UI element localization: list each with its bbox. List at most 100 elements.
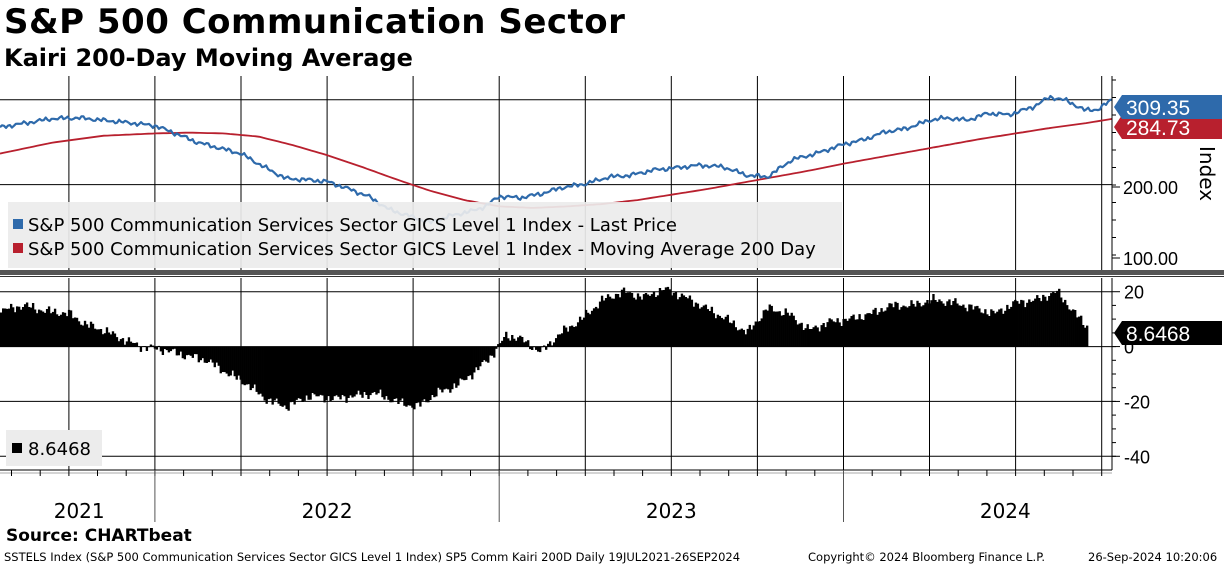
- kairi-bar: [896, 302, 899, 347]
- kairi-bar: [754, 321, 757, 347]
- kairi-bar: [814, 325, 817, 347]
- kairi-bar: [952, 301, 955, 347]
- kairi-bar: [656, 295, 660, 347]
- kairi-bar: [21, 307, 25, 347]
- kairi-bar: [844, 318, 847, 347]
- kairi-bar: [910, 300, 913, 347]
- kairi-bar: [279, 346, 282, 406]
- kairi-bar: [181, 346, 185, 359]
- kairi-bar: [207, 346, 210, 363]
- kairi-bar: [245, 346, 248, 385]
- kairi-bar: [233, 346, 236, 377]
- kairi-bar: [718, 315, 722, 347]
- kairi-bar: [834, 322, 837, 347]
- kairi-bar: [826, 322, 829, 347]
- kairi-bar: [898, 309, 901, 347]
- kairi-bar: [818, 331, 821, 347]
- kairi-bar: [29, 307, 33, 347]
- kairi-bar: [550, 345, 554, 347]
- kairi-bar: [267, 346, 270, 400]
- kairi-bar: [485, 346, 488, 362]
- kairi-bar: [998, 309, 1001, 347]
- kairi-bar: [521, 337, 524, 347]
- kairi-bar: [269, 346, 272, 399]
- kairi-bar: [664, 287, 668, 347]
- x-year-label: 2023: [646, 499, 697, 523]
- kairi-bar: [1014, 299, 1017, 347]
- kairi-bar: [489, 346, 492, 356]
- upper-legend-box: [8, 202, 842, 268]
- kairi-bar: [854, 319, 857, 347]
- kairi-bar: [1044, 296, 1047, 347]
- source-note: Source: CHARTbeat: [6, 526, 192, 546]
- kairi-bar: [924, 302, 927, 347]
- kairi-bar: [539, 346, 542, 353]
- kairi-bar: [756, 321, 759, 347]
- kairi-bar: [15, 306, 19, 347]
- kairi-bar: [888, 303, 891, 347]
- kairi-bar: [359, 346, 362, 395]
- kairi-bar: [576, 322, 580, 347]
- kairi-bar: [63, 312, 67, 347]
- kairi-bar: [97, 329, 101, 347]
- kairi-bar: [363, 346, 366, 392]
- kairi-bar: [1020, 299, 1023, 347]
- moving-average-line: [0, 118, 1113, 209]
- kairi-bar: [1080, 315, 1083, 347]
- kairi-bar: [650, 294, 654, 347]
- kairi-bar: [992, 310, 995, 347]
- kairi-bar: [644, 293, 648, 347]
- kairi-bar: [568, 326, 572, 347]
- kairi-bar: [495, 346, 498, 349]
- kairi-bar: [77, 321, 81, 347]
- kairi-bar: [750, 329, 753, 347]
- kairi-bar: [235, 346, 238, 380]
- kairi-bar: [828, 318, 831, 347]
- kairi-bar: [101, 334, 105, 347]
- kairi-bar: [329, 346, 332, 402]
- kairi-bar: [535, 346, 538, 350]
- kairi-bar: [710, 306, 714, 347]
- kairi-bar: [850, 316, 853, 347]
- kairi-bar: [349, 346, 352, 396]
- kairi-bar: [223, 346, 226, 373]
- kairi-bar: [608, 296, 612, 347]
- kairi-bar: [804, 328, 807, 347]
- kairi-bar: [433, 346, 436, 398]
- kairi-bar: [171, 346, 175, 350]
- footer-copyright: Copyright© 2024 Bloomberg Finance L.P.: [808, 550, 1045, 564]
- kairi-bar: [880, 308, 883, 347]
- kairi-bar: [626, 292, 630, 347]
- kairi-bar: [892, 307, 895, 347]
- panel-separator: [0, 270, 1224, 275]
- kairi-bar: [1018, 303, 1021, 347]
- legend-label-price: S&P 500 Communication Services Sector GI…: [28, 215, 677, 236]
- kairi-bar: [415, 346, 418, 404]
- kairi-bar: [541, 346, 544, 348]
- kairi-bar: [127, 337, 131, 347]
- kairi-bar: [914, 306, 917, 347]
- kairi-bar: [662, 290, 666, 347]
- kairi-bar: [560, 333, 564, 347]
- kairi-bar: [1054, 293, 1057, 347]
- kairi-bar: [554, 338, 558, 347]
- kairi-bar: [646, 294, 650, 347]
- kairi-bar: [145, 346, 149, 351]
- kairi-bar: [882, 311, 885, 347]
- kairi-bar: [215, 346, 218, 363]
- kairi-bar: [698, 308, 702, 347]
- kairi-bar: [1084, 327, 1087, 347]
- kairi-bar: [379, 346, 382, 390]
- kairi-bar: [303, 346, 306, 401]
- ma-last-value: 284.73: [1126, 117, 1190, 140]
- kairi-bar: [3, 308, 7, 347]
- kairi-bar: [183, 346, 187, 360]
- kairi-bar: [83, 320, 87, 347]
- kairi-bar: [389, 346, 392, 403]
- kairi-bar: [445, 346, 448, 389]
- kairi-bar: [784, 308, 787, 347]
- kairi-bar: [776, 311, 779, 347]
- kairi-bar: [786, 312, 789, 347]
- kairi-bar: [337, 346, 340, 397]
